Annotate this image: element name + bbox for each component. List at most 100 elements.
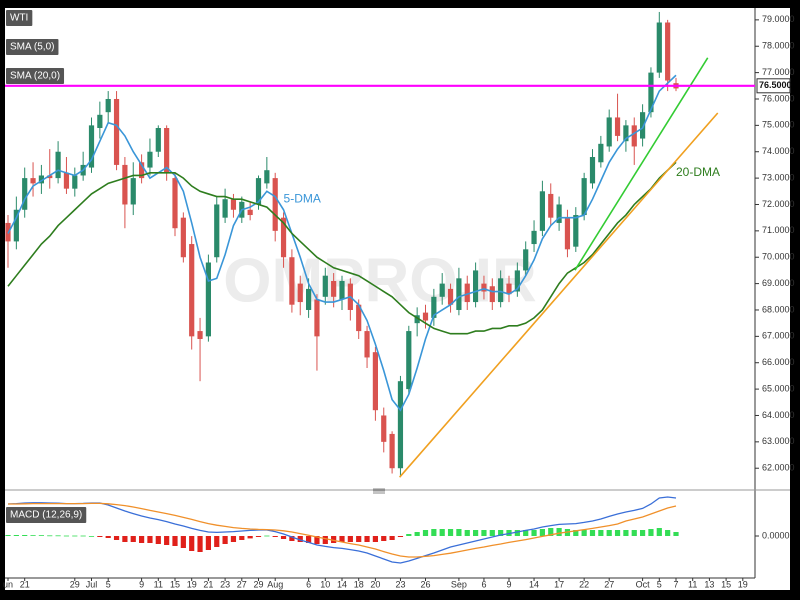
macd-histogram-bar bbox=[464, 530, 470, 536]
candle-body bbox=[180, 217, 186, 258]
candle-body bbox=[523, 249, 529, 271]
candle-body bbox=[272, 178, 278, 231]
macd-histogram-bar bbox=[255, 536, 262, 537]
macd-histogram-bar bbox=[314, 536, 320, 544]
macd-histogram-bar bbox=[356, 536, 362, 542]
legend-label: SMA (5,0) bbox=[10, 42, 54, 53]
legend-item: WTI bbox=[6, 10, 33, 26]
candle-body bbox=[289, 257, 295, 305]
candle-body bbox=[13, 209, 19, 242]
x-tick-label: 22 bbox=[579, 579, 589, 589]
candle-body bbox=[531, 230, 537, 245]
macd-histogram-bar bbox=[197, 536, 203, 552]
candle-body bbox=[606, 117, 612, 147]
macd-histogram-bar bbox=[280, 536, 287, 539]
annotation: 5-DMA bbox=[284, 191, 321, 205]
x-tick-label: 6 bbox=[306, 579, 311, 589]
macd-histogram-bar bbox=[289, 536, 295, 541]
x-tick-label: 23 bbox=[395, 579, 405, 589]
macd-histogram-bar bbox=[381, 536, 387, 541]
y-tick-label: 64.0000 bbox=[762, 410, 795, 420]
candle-body bbox=[640, 112, 646, 139]
candle-body bbox=[589, 157, 596, 184]
macd-histogram-bar bbox=[539, 529, 545, 536]
macd-histogram-bar bbox=[581, 530, 587, 536]
candle-body bbox=[255, 178, 262, 205]
macd-histogram-bar bbox=[598, 530, 604, 536]
x-tick-label: 26 bbox=[420, 579, 430, 589]
macd-line bbox=[8, 502, 677, 558]
legend-box bbox=[6, 68, 65, 84]
candle-body bbox=[205, 262, 211, 337]
macd-histogram-bar bbox=[431, 529, 437, 536]
candle-body bbox=[322, 275, 328, 297]
x-tick-label: 23 bbox=[220, 579, 230, 589]
macd-histogram-bar bbox=[414, 532, 420, 536]
y-tick-label: 67.0000 bbox=[762, 331, 795, 341]
candle-body bbox=[47, 175, 53, 179]
macd-histogram-bar bbox=[113, 536, 120, 540]
candle-body bbox=[38, 175, 44, 184]
x-tick-label: 27 bbox=[237, 579, 247, 589]
macd-histogram-bar bbox=[673, 532, 679, 536]
candle-body bbox=[297, 283, 303, 303]
candle-body bbox=[431, 296, 437, 318]
macd-histogram-bar bbox=[523, 530, 529, 536]
candle-body bbox=[598, 143, 604, 163]
candle-body bbox=[397, 381, 404, 469]
candle-body bbox=[72, 175, 78, 189]
macd-histogram-bar bbox=[531, 530, 537, 536]
y-tick-label: 66.0000 bbox=[762, 357, 795, 367]
x-tick-label: un bbox=[3, 579, 13, 589]
macd-histogram-bar bbox=[473, 530, 479, 536]
legend-item: SMA (5,0) bbox=[6, 39, 59, 55]
macd-histogram-bar bbox=[38, 535, 44, 536]
canvas-background bbox=[5, 8, 790, 590]
x-tick-label: 5 bbox=[106, 579, 111, 589]
x-tick-label: Sep bbox=[451, 579, 467, 589]
x-tick-label: 5 bbox=[657, 579, 662, 589]
macd-histogram-bar bbox=[22, 535, 28, 536]
x-tick-label: 9 bbox=[139, 579, 144, 589]
y-tick-label: 74.0000 bbox=[762, 146, 795, 156]
macd-histogram-bar bbox=[498, 530, 504, 536]
candle-body bbox=[631, 125, 637, 147]
x-tick-label: 27 bbox=[604, 579, 614, 589]
y-tick-label: 63.0000 bbox=[762, 436, 795, 446]
y-tick-label: 65.0000 bbox=[762, 383, 795, 393]
macd-histogram-bar bbox=[481, 530, 487, 536]
macd-histogram-bar bbox=[331, 536, 337, 543]
macd-histogram-bar bbox=[72, 535, 78, 537]
macd-histogram-bar bbox=[172, 536, 178, 546]
macd-histogram-bar bbox=[648, 529, 654, 536]
x-tick-label: 9 bbox=[506, 579, 511, 589]
macd-histogram-bar bbox=[339, 536, 345, 542]
macd-histogram-bar bbox=[180, 536, 186, 548]
macd-histogram-bar bbox=[13, 535, 19, 536]
candle-body bbox=[63, 172, 70, 189]
macd-histogram-bar bbox=[406, 534, 412, 536]
macd-histogram-bar bbox=[222, 536, 228, 544]
x-tick-label: 11 bbox=[154, 579, 163, 589]
macd-histogram-bar bbox=[631, 530, 637, 536]
candle-body bbox=[489, 286, 495, 303]
macd-histogram-bar bbox=[30, 535, 36, 536]
macd-histogram-bar bbox=[189, 536, 195, 551]
candle-body bbox=[372, 352, 378, 411]
macd-line bbox=[7, 496, 677, 564]
candle-body bbox=[314, 299, 320, 337]
x-tick-label: 17 bbox=[554, 579, 564, 589]
candle-body bbox=[88, 125, 95, 168]
candle-body bbox=[665, 22, 671, 81]
y-tick-label: 69.0000 bbox=[762, 278, 795, 288]
candle-body bbox=[130, 178, 136, 205]
macd-histogram-bar bbox=[155, 536, 161, 544]
candle-body bbox=[573, 215, 579, 247]
macd-histogram-bar bbox=[230, 536, 237, 542]
separator-grip bbox=[373, 488, 385, 494]
candle-body bbox=[456, 278, 462, 310]
candle-body bbox=[155, 128, 161, 152]
macd-histogram-bar bbox=[139, 536, 145, 543]
candle-body bbox=[473, 270, 479, 303]
